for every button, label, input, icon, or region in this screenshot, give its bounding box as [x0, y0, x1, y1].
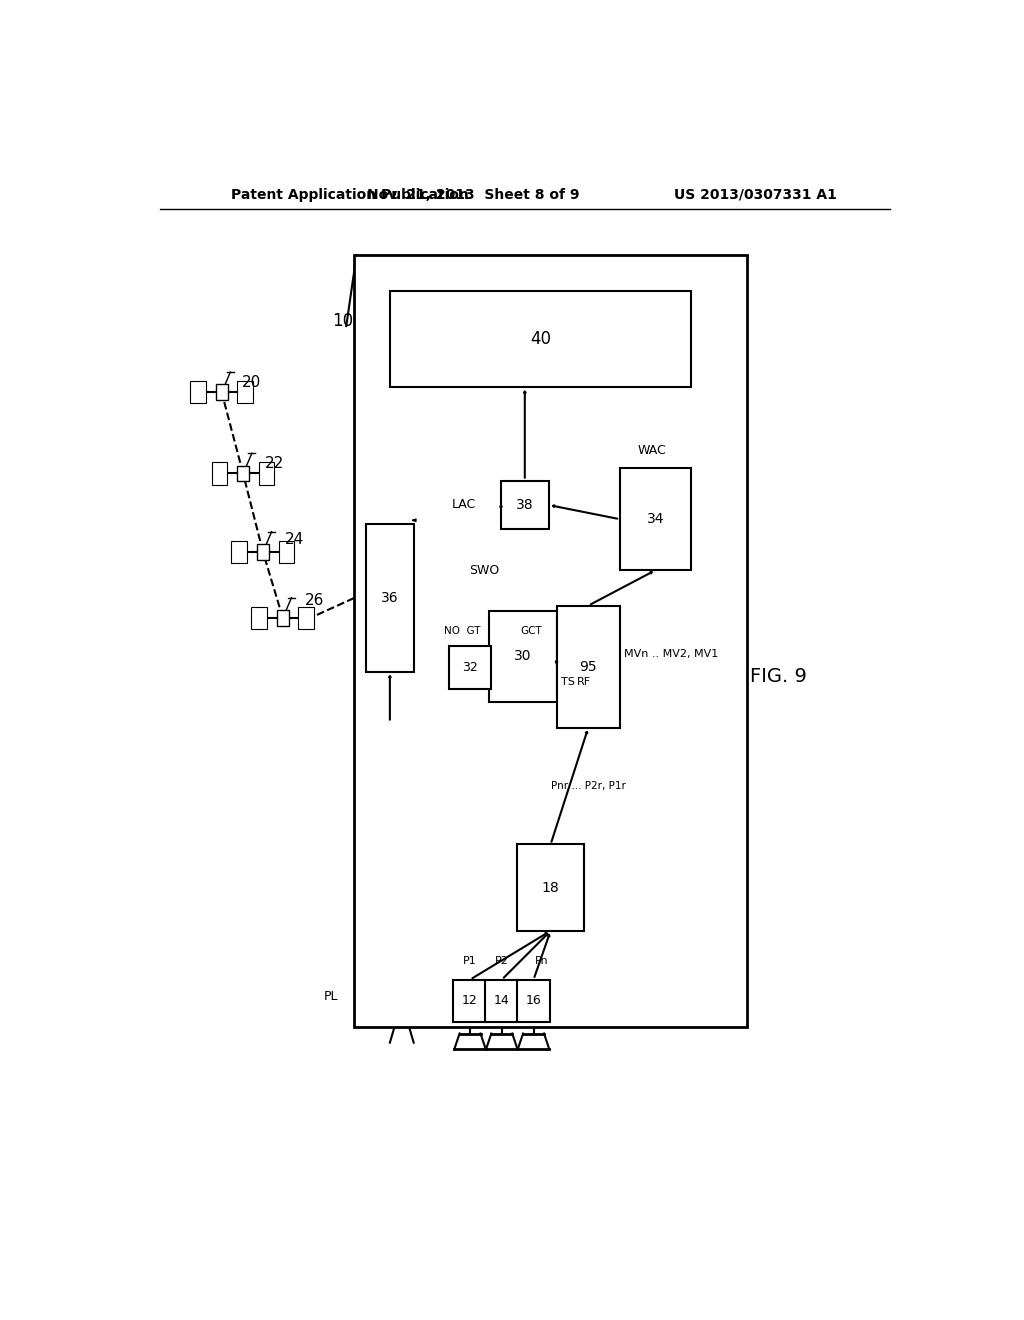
Text: LAC: LAC [452, 499, 475, 511]
Text: 14: 14 [494, 994, 510, 1007]
Text: 34: 34 [647, 512, 665, 527]
Bar [237, 466, 249, 482]
Bar [485, 979, 518, 1022]
Bar [238, 381, 253, 404]
Text: FIG. 9: FIG. 9 [751, 668, 807, 686]
Text: 10: 10 [332, 312, 353, 330]
Text: 24: 24 [285, 532, 304, 546]
Bar [257, 544, 269, 560]
Bar [390, 290, 691, 387]
Bar [212, 462, 227, 484]
Bar [367, 524, 414, 672]
Text: 12: 12 [462, 994, 478, 1007]
Text: Pn: Pn [535, 957, 548, 966]
Bar [279, 541, 294, 562]
Text: 95: 95 [580, 660, 597, 673]
Bar [501, 480, 549, 529]
Bar [517, 979, 550, 1022]
Text: WAC: WAC [637, 444, 667, 457]
Text: 22: 22 [265, 455, 285, 471]
Bar [190, 381, 206, 404]
Bar [259, 462, 274, 484]
Text: 30: 30 [514, 649, 531, 664]
Text: PL: PL [324, 990, 338, 1003]
Bar [354, 255, 748, 1027]
Text: 40: 40 [530, 330, 551, 347]
Text: Pnr ... P2r, P1r: Pnr ... P2r, P1r [551, 781, 626, 791]
Bar [557, 606, 621, 727]
Text: TS: TS [560, 677, 574, 686]
Bar [215, 384, 227, 400]
Text: Patent Application Publication: Patent Application Publication [231, 187, 469, 202]
Text: MVn .. MV2, MV1: MVn .. MV2, MV1 [624, 649, 718, 660]
Bar [231, 541, 247, 562]
Bar [454, 979, 486, 1022]
Text: 38: 38 [516, 498, 534, 512]
Text: Nov. 21, 2013  Sheet 8 of 9: Nov. 21, 2013 Sheet 8 of 9 [367, 187, 580, 202]
Text: 16: 16 [525, 994, 542, 1007]
Bar [276, 610, 289, 626]
Bar [620, 469, 691, 570]
Text: 18: 18 [542, 880, 559, 895]
Text: P2: P2 [495, 957, 509, 966]
Text: SWO: SWO [469, 564, 499, 577]
Bar [517, 845, 585, 931]
Text: 36: 36 [381, 591, 398, 605]
Text: 32: 32 [462, 661, 478, 675]
Text: P1: P1 [463, 957, 477, 966]
Text: 20: 20 [242, 375, 261, 389]
Text: NO  GT: NO GT [443, 626, 480, 636]
Bar [251, 607, 267, 630]
Bar [489, 611, 557, 702]
Text: 26: 26 [305, 593, 325, 609]
Bar [450, 647, 490, 689]
Text: RF: RF [577, 677, 591, 686]
Bar [298, 607, 314, 630]
Text: US 2013/0307331 A1: US 2013/0307331 A1 [674, 187, 837, 202]
Text: GCT: GCT [520, 626, 542, 636]
